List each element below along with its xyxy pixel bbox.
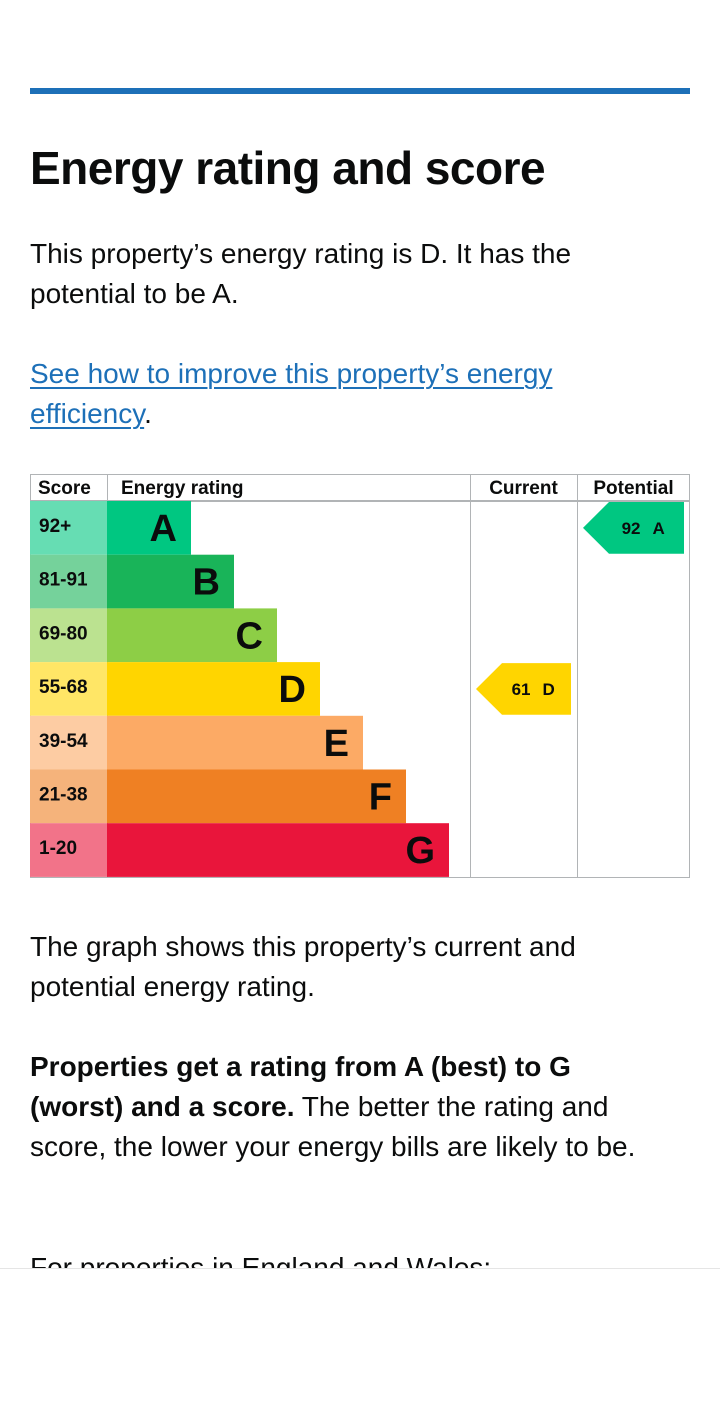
score-cell-c [30,608,107,663]
page-title: Energy rating and score [30,142,546,194]
score-cell-e [30,715,107,770]
rating-explanation-text: The better the rating and score, the low… [30,1091,636,1162]
score-range-b: 81-91 [39,570,88,591]
intro-text: This property’s energy rating is D. It h… [30,238,572,309]
potential-rating-score: 92 [622,519,641,538]
rating-explanation: Properties get a rating from A (best) to… [30,1047,670,1167]
score-range-f: 21-38 [39,785,88,806]
improve-energy-link[interactable]: See how to improve this property’s energ… [30,358,553,429]
rating-letter-e: E [324,723,349,765]
rating-bar-b [107,554,234,609]
score-cell-a [30,501,107,555]
score-range-g: 1-20 [39,838,77,859]
score-cell-b [30,554,107,609]
rating-bar-c [107,608,277,663]
section-divider [30,88,690,94]
rating-letter-g: G [405,830,435,872]
potential-rating-rating: A [653,519,665,538]
score-cell-d [30,662,107,716]
column-header-potential: Potential [593,478,673,499]
clipped-paragraph-region: For properties in England and Wales: [0,1248,720,1268]
score-range-e: 39-54 [39,731,88,752]
rating-explanation-bold: Properties get a rating from A (best) to… [30,1051,571,1122]
potential-rating-arrow [583,502,684,554]
score-range-d: 55-68 [39,677,88,698]
rating-letter-a: A [150,508,177,550]
current-rating-rating: D [543,680,555,699]
energy-rating-chart: Score Energy rating Current Potential 92+ A 81… [30,474,690,878]
rating-bar-d [107,662,320,716]
rating-bar-a [107,501,191,555]
rating-letter-b: B [193,562,220,604]
viewport-edge [0,1268,720,1269]
score-cell-f [30,769,107,824]
rating-letter-f: F [369,777,392,819]
current-rating-score: 61 [512,680,531,699]
rating-letter-d: D [279,669,306,711]
improve-link-suffix: . [144,398,152,429]
score-range-a: 92+ [39,516,71,537]
england-wales-heading: For properties in England and Wales: [30,1252,492,1268]
improve-paragraph: See how to improve this property’s energ… [30,354,670,434]
column-header-current: Current [489,478,558,499]
rating-bar-f [107,769,406,824]
column-header-energy-rating: Energy rating [121,478,243,499]
rating-bar-e [107,715,363,770]
current-rating-arrow [476,663,571,715]
score-range-c: 69-80 [39,623,88,644]
column-header-score: Score [38,478,91,499]
rating-bar-g [107,823,449,877]
energy-rating-graph: Score Energy rating Current Potential 92+ A 81… [30,474,690,878]
graph-description: The graph shows this property’s current … [30,931,576,1002]
rating-letter-c: C [236,615,263,657]
score-cell-g [30,823,107,877]
